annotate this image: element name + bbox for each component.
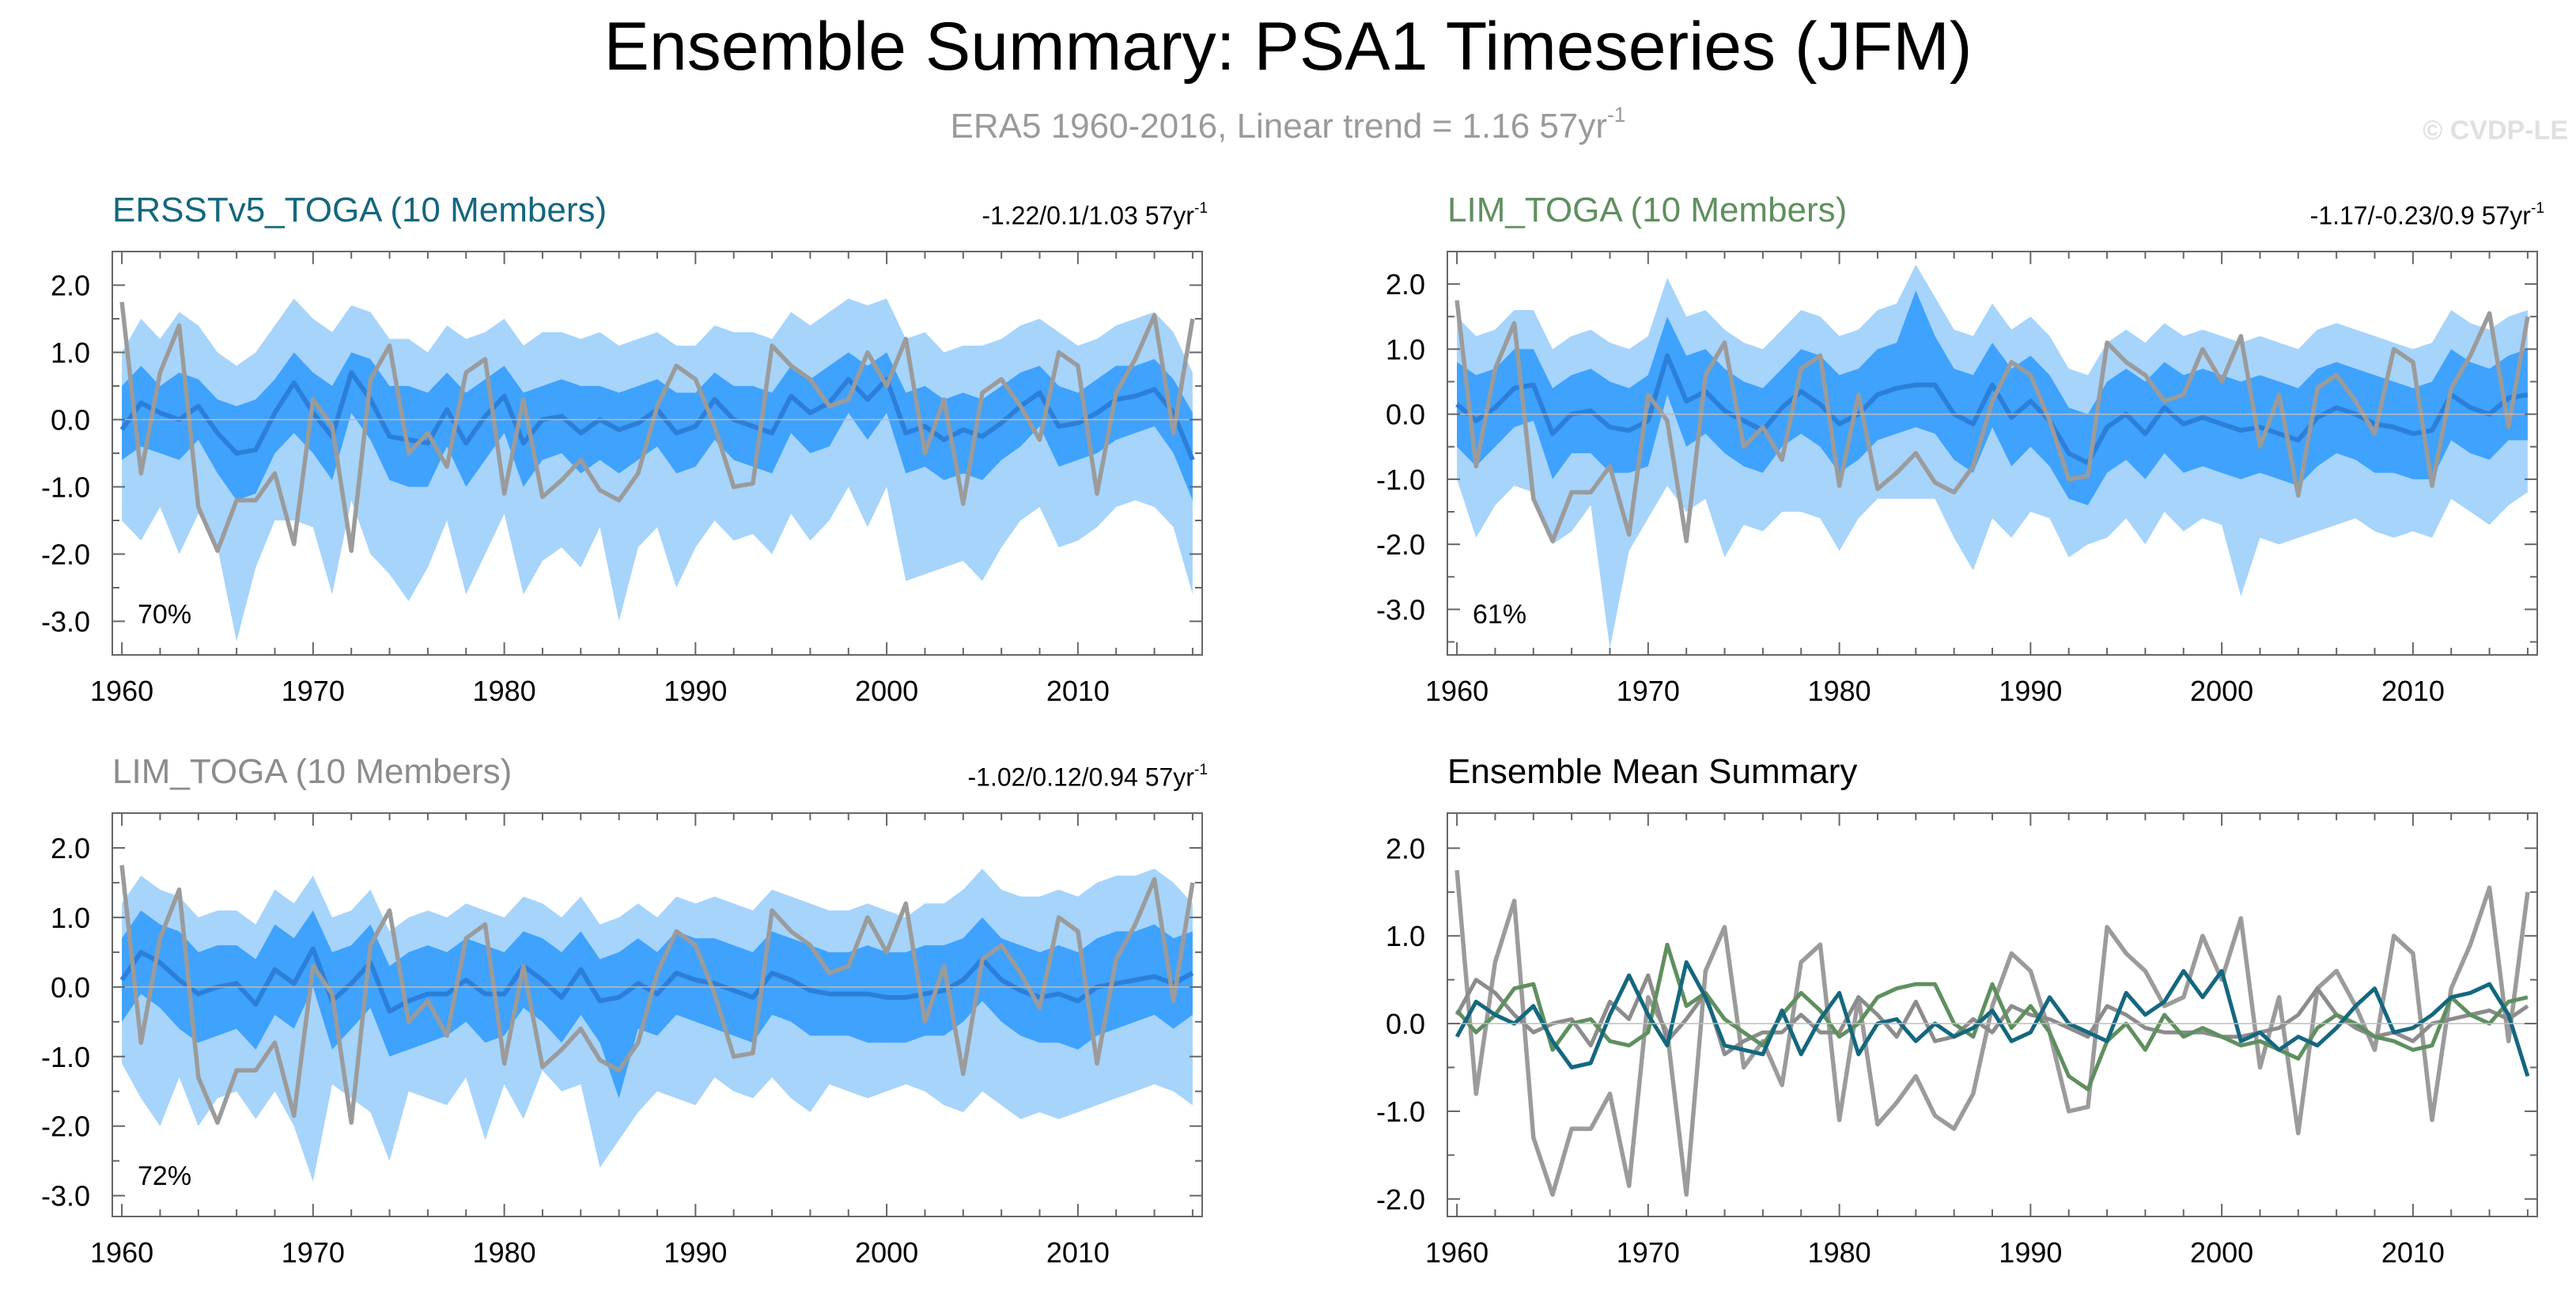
figure-title: Ensemble Summary: PSA1 Timeseries (JFM) (603, 9, 1973, 85)
panel-3-plot-area (119, 865, 1195, 1182)
panel-4-y-tick-label: -2.0 (1376, 1183, 1425, 1216)
panel-1-y-tick-label: -3.0 (41, 606, 90, 638)
panel-1-percent-label: 70% (138, 600, 191, 630)
summary-title: Ensemble Mean Summary (1447, 752, 1858, 791)
panel-1-y-tick-label: 0.0 (51, 404, 90, 437)
panel-1-x-tick-label: 1960 (90, 675, 153, 707)
panel-4-y-tick-label: 2.0 (1386, 832, 1425, 865)
subtitle-superscript: -1 (1607, 103, 1626, 127)
panel-3-x-tick-label: 2000 (855, 1236, 918, 1269)
watermark: © CVDP-LE (2423, 115, 2568, 146)
panel-3-inner-band (122, 910, 1193, 1099)
panel-2-trend: -1.17/-0.23/0.9 57yr-1 (2310, 199, 2544, 231)
panel-3-y-tick-label: 0.0 (51, 971, 90, 1004)
summary-observed-line (1454, 869, 2530, 1198)
panel-2-y-tick-label: -3.0 (1376, 593, 1425, 626)
panel-1-outer-band (122, 298, 1193, 641)
panel-1-x-tick-label: 1980 (473, 675, 536, 707)
panel-1-observed-line (119, 301, 1195, 554)
panel-1-y-tick-label: -1.0 (41, 471, 90, 504)
panel-2-x-tick-label: 1970 (1617, 675, 1680, 707)
panel-2-trend-sup: -1 (2530, 200, 2544, 217)
summary-series-line-1 (1454, 960, 2530, 1077)
panel-3-trend-text: -1.02/0.12/0.94 57yr (967, 762, 1194, 792)
panel-3-observed-line (119, 865, 1195, 1126)
panel-4-y-tick-label: 1.0 (1386, 920, 1425, 952)
panel-3-title: LIM_TOGA (10 Members) (112, 752, 513, 791)
panel-2-y-tick-label: -2.0 (1376, 528, 1425, 561)
panel-2-y-tick-label: 2.0 (1386, 268, 1425, 301)
panel-2-title: LIM_TOGA (10 Members) (1447, 191, 1848, 229)
panel-1-axes: 1960 1970 1980 1990 2000 2010 2.0 1.0 0.0 -1.0 -2.… (41, 251, 1203, 707)
panel-4-x-tick-label: 1990 (1999, 1236, 2062, 1269)
panel-3-trend: -1.02/0.12/0.94 57yr-1 (968, 761, 1208, 793)
panel-3-y-tick-label: -2.0 (41, 1111, 90, 1143)
panel-2-plot-area (1454, 264, 2530, 649)
panel-3-x-tick-label: 1980 (473, 1236, 536, 1269)
panel-1-x-tick-label: 2000 (855, 675, 918, 707)
panel-3-axes: 1960 1970 1980 1990 2000 2010 2.0 1.0 0.0 -1.0 -2.… (41, 812, 1203, 1269)
panel-2-x-tick-label: 2000 (2190, 675, 2253, 707)
summary-plot-area (1454, 869, 2530, 1198)
panel-4-y-tick-label: -1.0 (1376, 1095, 1425, 1128)
panel-1-x-tick-label: 2010 (1046, 675, 1110, 707)
panel-4-x-tick-label: 2000 (2190, 1236, 2253, 1269)
panel-2-trend-text: -1.17/-0.23/0.9 57yr (2309, 201, 2531, 230)
panel-3-trend-sup: -1 (1193, 762, 1208, 778)
panel-4-x-tick-label: 1980 (1808, 1236, 1871, 1269)
panel-3-x-tick-label: 1990 (664, 1236, 727, 1269)
panel-3-y-tick-label: 2.0 (51, 832, 90, 865)
panel-4-y-tick-label: 0.0 (1386, 1008, 1425, 1040)
panel-2-ensemble-mean-line (1455, 353, 2529, 466)
figure-subtitle: ERA5 1960-2016, Linear trend = 1.16 57yr… (0, 103, 2576, 148)
panel-2-observed-line (1454, 300, 2530, 543)
panel-2-x-tick-label: 1980 (1808, 675, 1871, 707)
panel-1-trend-text: -1.22/0.1/1.03 57yr (982, 201, 1194, 230)
panel-3-x-tick-label: 2010 (1046, 1236, 1110, 1269)
panel-3-y-tick-label: 1.0 (51, 902, 90, 934)
panel-4-axes: 1960 1970 1980 1990 2000 2010 2.0 1.0 0.0 -1.0 -2.… (1376, 812, 2538, 1269)
panel-1-trend-sup: -1 (1193, 200, 1208, 217)
panel-3-y-tick-label: -1.0 (41, 1041, 90, 1073)
panel-1-y-tick-label: -2.0 (41, 539, 90, 571)
panel-2-y-tick-label: 1.0 (1386, 333, 1425, 365)
panel-1-x-tick-label: 1990 (664, 675, 727, 707)
panel-1-y-tick-label: 2.0 (51, 270, 90, 302)
panel-1-y-tick-label: 1.0 (51, 337, 90, 369)
panel-1-inner-band (122, 352, 1193, 501)
panel-4-x-tick-label: 2010 (2381, 1236, 2445, 1269)
panel-1-trend: -1.22/0.1/1.03 57yr-1 (982, 199, 1208, 231)
panel-4-x-tick-label: 1960 (1425, 1236, 1488, 1269)
panel-1-title: ERSSTv5_TOGA (10 Members) (112, 191, 607, 229)
panel-2-y-tick-label: 0.0 (1386, 399, 1425, 431)
panel-2-percent-label: 61% (1473, 600, 1526, 630)
panel-3-percent-label: 72% (138, 1161, 191, 1191)
panel-4-x-tick-label: 1970 (1617, 1236, 1680, 1269)
panel-3-x-tick-label: 1970 (282, 1236, 345, 1269)
panel-1-plot-area (119, 298, 1195, 641)
panel-2-x-tick-label: 2010 (2381, 675, 2445, 707)
summary-series-line-2 (1455, 942, 2529, 1092)
panel-2-y-tick-label: -1.0 (1376, 464, 1425, 496)
panel-3-y-tick-label: -3.0 (41, 1180, 90, 1213)
panel-1-x-tick-label: 1970 (282, 675, 345, 707)
panel-2-axes: 1960 1970 1980 1990 2000 2010 2.0 1.0 0.0 -1.0 -2.… (1376, 251, 2538, 707)
panel-2-x-tick-label: 1960 (1425, 675, 1488, 707)
panel-3-x-tick-label: 1960 (90, 1236, 153, 1269)
panel-2-outer-band (1457, 264, 2528, 649)
panel-2-x-tick-label: 1990 (1999, 675, 2062, 707)
subtitle-text: ERA5 1960-2016, Linear trend = 1.16 57yr (950, 106, 1607, 146)
